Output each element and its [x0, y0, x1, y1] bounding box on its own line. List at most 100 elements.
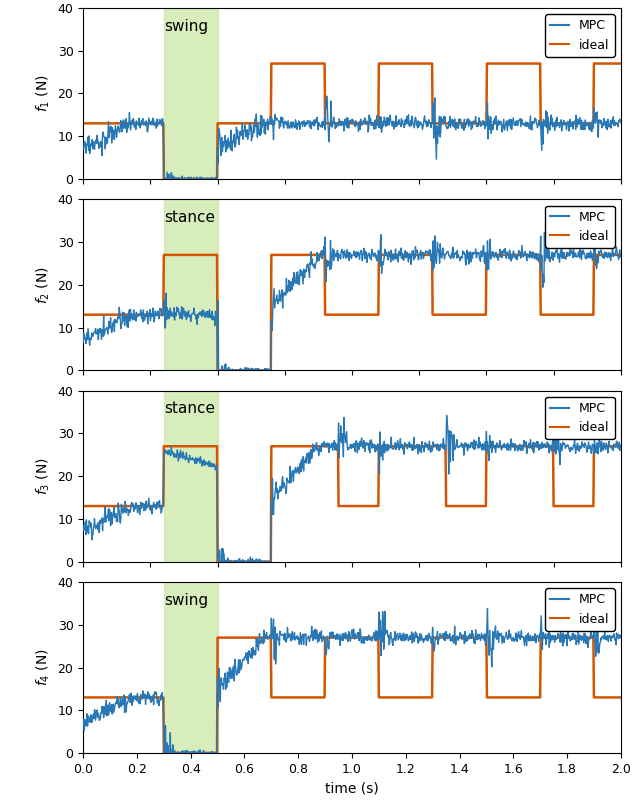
- Y-axis label: $f_1$ (N): $f_1$ (N): [35, 74, 52, 112]
- Line: ideal: ideal: [83, 446, 621, 562]
- ideal: [112, 310, 120, 320]
- ideal: [189, 174, 196, 183]
- MPC: [189, 747, 196, 757]
- MPC: [499, 122, 507, 131]
- Bar: [164, 199, 218, 370]
- MPC: [79, 144, 87, 154]
- ideal: [556, 501, 563, 511]
- ideal: [592, 250, 600, 260]
- ideal: [499, 58, 507, 68]
- ideal: [189, 250, 196, 260]
- Line: MPC: MPC: [83, 231, 621, 400]
- MPC: [79, 720, 87, 730]
- ideal: [556, 633, 563, 642]
- ideal: [556, 310, 563, 320]
- X-axis label: time (s): time (s): [325, 781, 379, 795]
- ideal: [617, 441, 625, 451]
- ideal: [617, 58, 625, 68]
- ideal: [112, 501, 120, 511]
- MPC: [556, 123, 563, 132]
- MPC: [79, 338, 87, 348]
- ideal: [79, 501, 87, 511]
- MPC: [518, 247, 526, 256]
- MPC: [161, 786, 169, 795]
- MPC: [499, 440, 507, 449]
- Text: stance: stance: [164, 210, 215, 225]
- Line: ideal: ideal: [83, 638, 621, 753]
- MPC: [556, 450, 563, 460]
- ideal: [519, 58, 527, 68]
- MPC: [499, 631, 507, 641]
- Legend: MPC, ideal: MPC, ideal: [545, 588, 614, 630]
- Y-axis label: $f_4$ (N): $f_4$ (N): [35, 649, 52, 686]
- Line: MPC: MPC: [83, 609, 621, 791]
- MPC: [519, 632, 527, 642]
- ideal: [519, 441, 527, 451]
- MPC: [617, 251, 625, 260]
- Line: ideal: ideal: [83, 63, 621, 179]
- Legend: MPC, ideal: MPC, ideal: [545, 206, 614, 248]
- MPC: [556, 631, 563, 641]
- Line: MPC: MPC: [83, 415, 621, 585]
- Line: MPC: MPC: [83, 96, 621, 218]
- ideal: [79, 119, 87, 128]
- Legend: MPC, ideal: MPC, ideal: [545, 14, 614, 57]
- ideal: [160, 250, 168, 260]
- ideal: [592, 441, 600, 451]
- MPC: [592, 261, 600, 271]
- ideal: [79, 693, 87, 702]
- ideal: [214, 633, 221, 642]
- MPC: [189, 174, 196, 183]
- MPC: [79, 521, 87, 530]
- Y-axis label: $f_3$ (N): $f_3$ (N): [35, 457, 52, 495]
- ideal: [617, 693, 625, 702]
- ideal: [519, 250, 527, 260]
- MPC: [162, 213, 170, 223]
- ideal: [556, 119, 563, 128]
- ideal: [189, 441, 196, 451]
- ideal: [160, 748, 168, 758]
- ideal: [214, 365, 221, 375]
- MPC: [617, 118, 625, 127]
- Y-axis label: $f_2$ (N): $f_2$ (N): [35, 266, 52, 304]
- ideal: [519, 693, 527, 702]
- Bar: [164, 582, 218, 753]
- ideal: [214, 557, 221, 566]
- ideal: [189, 748, 196, 758]
- MPC: [519, 120, 527, 130]
- Text: swing: swing: [164, 593, 208, 608]
- MPC: [591, 227, 599, 236]
- Text: swing: swing: [164, 18, 208, 34]
- ideal: [499, 693, 507, 702]
- ideal: [499, 250, 507, 260]
- Legend: MPC, ideal: MPC, ideal: [545, 397, 614, 439]
- MPC: [218, 395, 225, 405]
- ideal: [499, 441, 507, 451]
- ideal: [592, 693, 600, 702]
- MPC: [617, 630, 625, 640]
- MPC: [519, 445, 527, 455]
- MPC: [189, 453, 196, 462]
- ideal: [268, 58, 275, 68]
- ideal: [160, 174, 168, 183]
- Bar: [164, 8, 218, 179]
- MPC: [189, 308, 196, 318]
- MPC: [323, 91, 331, 101]
- MPC: [112, 698, 120, 707]
- MPC: [592, 441, 600, 450]
- ideal: [592, 58, 600, 68]
- MPC: [112, 125, 120, 135]
- Text: stance: stance: [164, 401, 215, 417]
- MPC: [219, 580, 227, 590]
- MPC: [592, 651, 600, 661]
- ideal: [112, 119, 120, 128]
- MPC: [112, 509, 120, 518]
- ideal: [160, 441, 168, 451]
- Bar: [164, 391, 218, 562]
- MPC: [484, 604, 492, 614]
- MPC: [112, 316, 120, 325]
- ideal: [617, 250, 625, 260]
- MPC: [617, 440, 625, 449]
- MPC: [555, 253, 563, 263]
- MPC: [499, 247, 506, 256]
